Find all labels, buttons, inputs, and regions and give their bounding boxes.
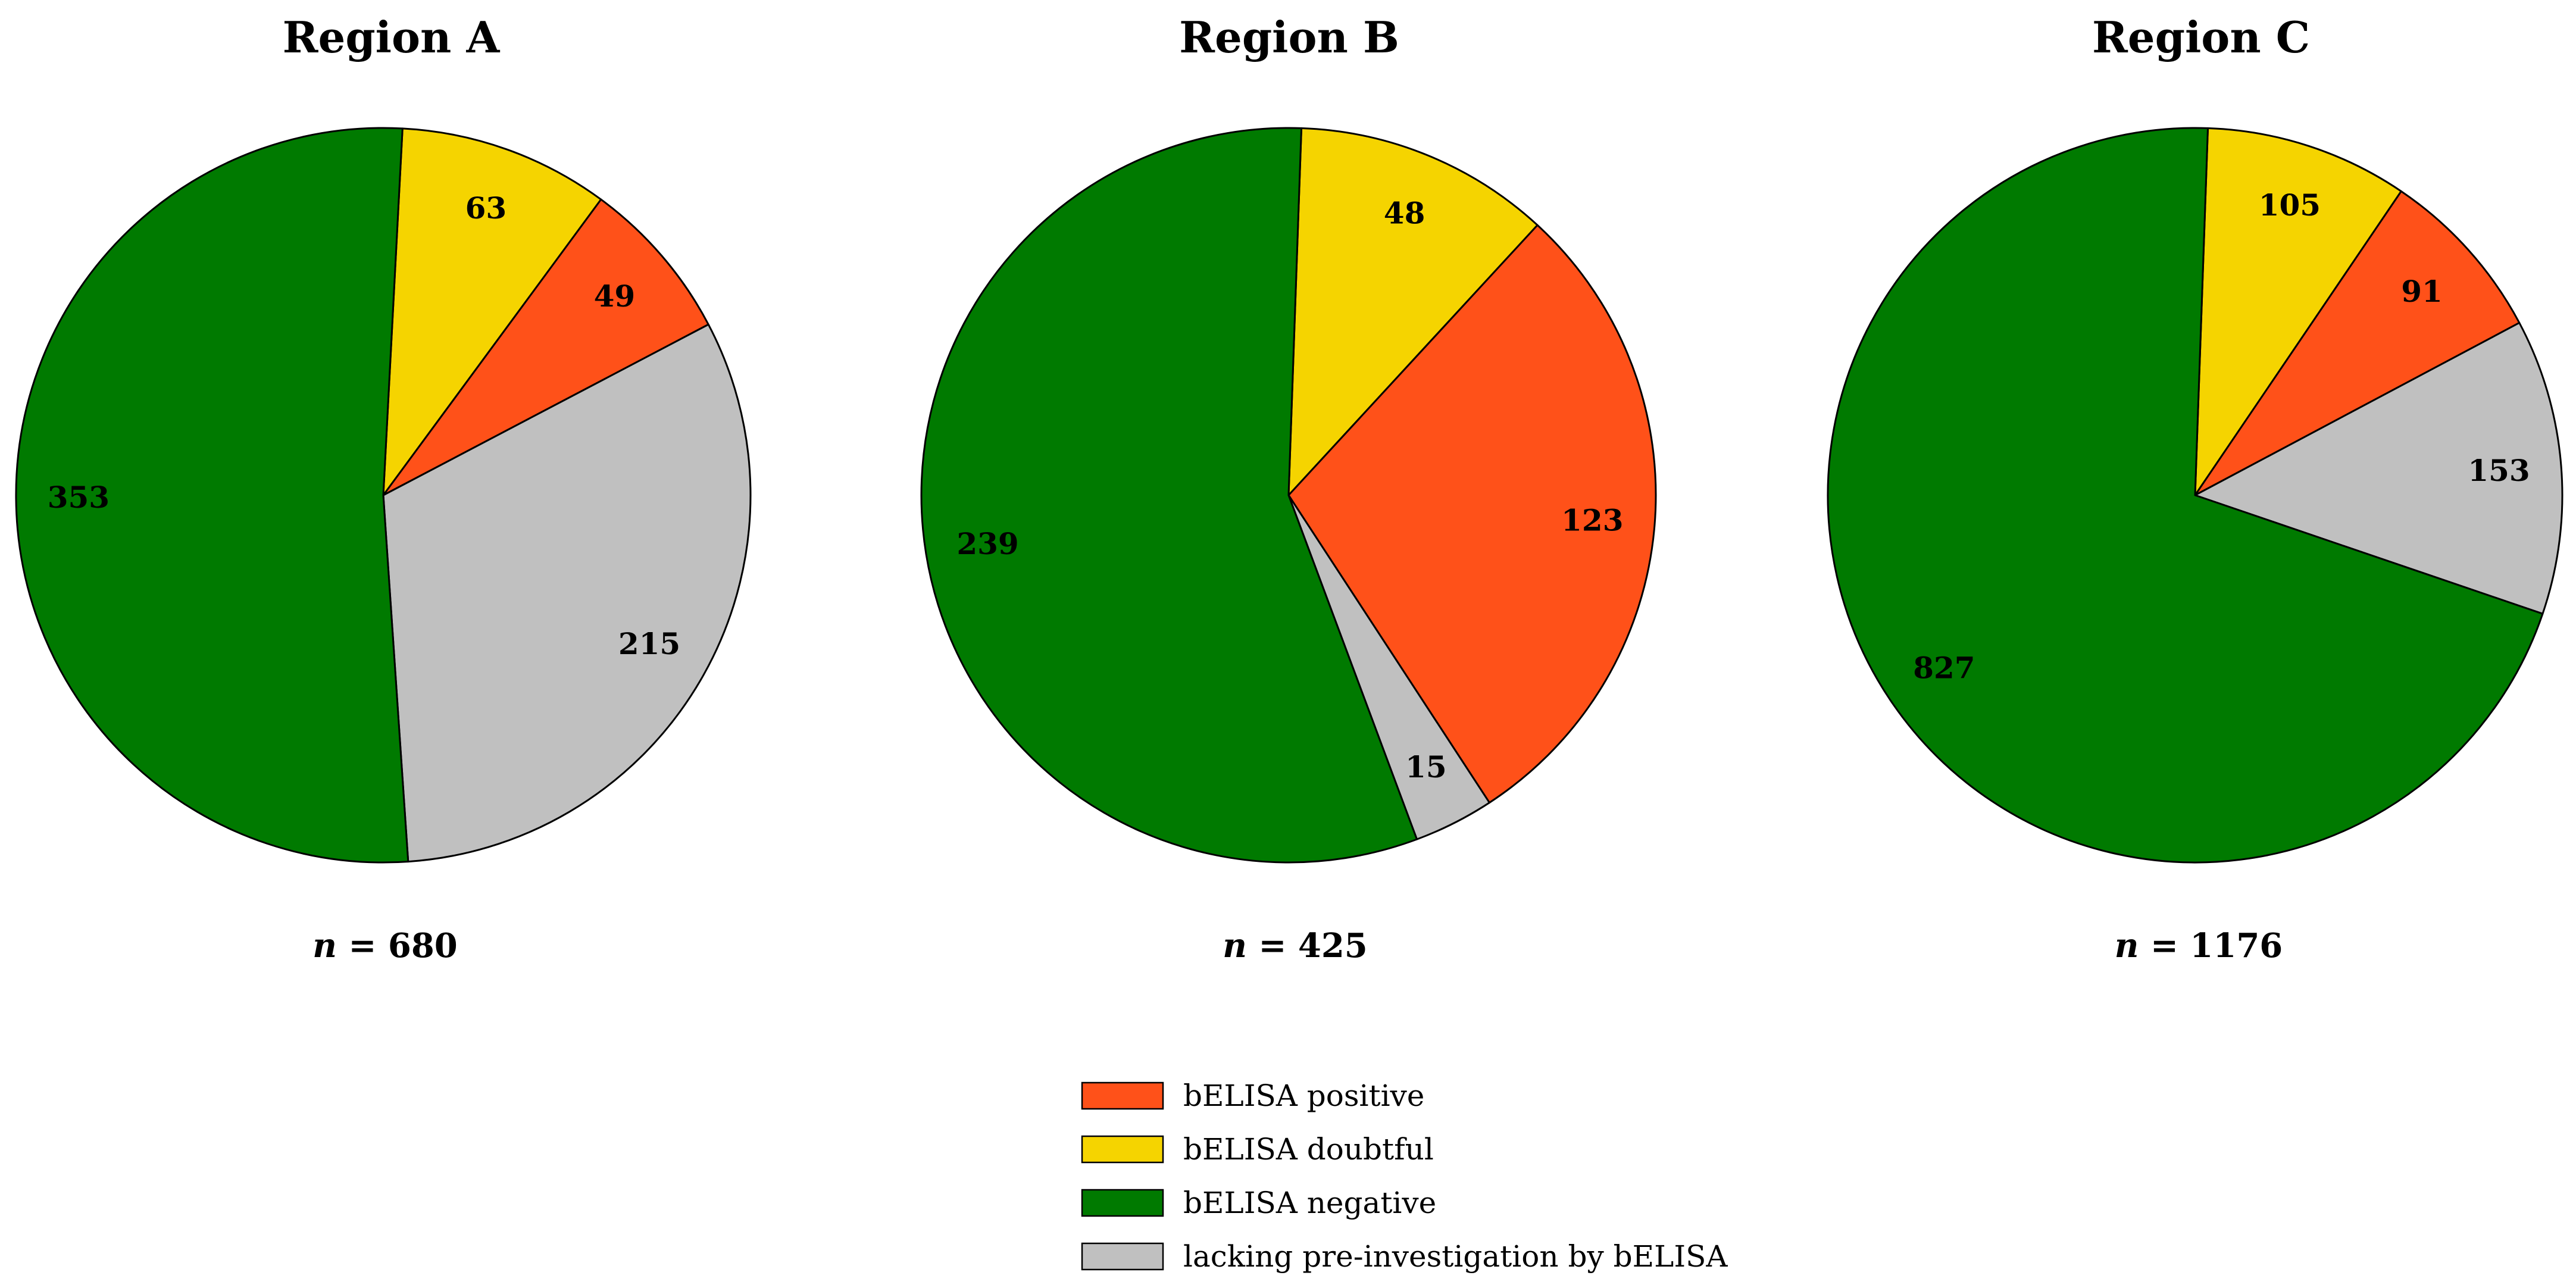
pie-slice-belisa-negative (15, 127, 409, 864)
pie-slice-belisa-doubtful (2194, 127, 2402, 496)
pie-slice-belisa-doubtful (1287, 127, 1539, 496)
pie-title-region-b: Region B (1179, 12, 1399, 62)
sample-size-region-a: n = 680 (312, 926, 458, 965)
sample-size-value: = 425 (1247, 926, 1368, 965)
pie-value-label: 123 (1561, 502, 1623, 537)
legend-label: bELISA negative (1183, 1186, 1436, 1220)
pie-value-label: 49 (594, 279, 636, 314)
pie-value-label: 15 (1405, 749, 1447, 784)
legend: bELISA positive bELISA doubtful bELISA n… (1081, 1078, 1728, 1274)
pie-title-region-a: Region A (283, 12, 501, 62)
pie-labels-region-b: 48 123 15 239 (956, 195, 1623, 784)
legend-item: bELISA positive (1081, 1078, 1424, 1113)
pie-slice-belisa-doubtful (382, 127, 602, 496)
pie-value-label: 153 (2468, 453, 2530, 488)
pie-slice-belisa-positive (2194, 190, 2521, 496)
legend-label: bELISA doubtful (1183, 1132, 1434, 1167)
sample-size-region-b: n = 425 (1223, 926, 1368, 965)
pie-slice-belisa-negative (1827, 127, 2544, 864)
pie-region-c: Region C 105 91 153 827 n = 1176 (1827, 12, 2564, 965)
legend-item: lacking pre-investigation by bELISA (1081, 1239, 1728, 1274)
sample-size-prefix: n (312, 926, 337, 965)
pie-value-label: 105 (2259, 187, 2321, 223)
pie-value-label: 91 (2401, 274, 2443, 309)
pie-slices-region-c (1827, 127, 2564, 864)
pie-region-a: Region A 63 49 215 353 n = 680 (15, 12, 752, 965)
pie-slices-region-a (15, 127, 752, 864)
pie-title-region-c: Region C (2092, 12, 2310, 62)
pie-value-label: 353 (48, 480, 110, 515)
pie-value-label: 215 (618, 626, 680, 661)
pie-value-label: 63 (465, 190, 507, 226)
legend-label: bELISA positive (1183, 1078, 1424, 1113)
pie-region-b: Region B 48 123 15 239 n = 425 (920, 12, 1657, 965)
pie-slice-belisa-positive (382, 198, 709, 496)
pie-slice-lacking-pre-investigation-by-belisa (382, 323, 752, 863)
pie-slice-belisa-negative (920, 127, 1418, 864)
pie-slice-lacking-pre-investigation-by-belisa (2194, 321, 2564, 615)
pie-value-label: 48 (1384, 195, 1425, 230)
pie-value-label: 239 (956, 526, 1018, 561)
legend-swatch-lacking (1081, 1242, 1164, 1271)
pie-slices-region-b (920, 127, 1657, 864)
pie-labels-region-a: 63 49 215 353 (48, 190, 680, 661)
sample-size-prefix: n (2115, 926, 2139, 965)
pie-labels-region-c: 105 91 153 827 (1913, 187, 2530, 685)
sample-size-region-c: n = 1176 (2115, 926, 2283, 965)
sample-size-prefix: n (1223, 926, 1247, 965)
sample-size-value: = 1176 (2139, 926, 2283, 965)
pie-slice-belisa-positive (1287, 224, 1657, 804)
sample-size-value: = 680 (337, 926, 458, 965)
pie-value-label: 827 (1913, 651, 1975, 686)
legend-label: lacking pre-investigation by bELISA (1183, 1239, 1728, 1274)
legend-item: bELISA doubtful (1081, 1132, 1434, 1167)
legend-swatch-doubtful (1081, 1135, 1164, 1164)
legend-item: bELISA negative (1081, 1186, 1436, 1220)
legend-swatch-positive (1081, 1081, 1164, 1110)
legend-swatch-negative (1081, 1189, 1164, 1217)
